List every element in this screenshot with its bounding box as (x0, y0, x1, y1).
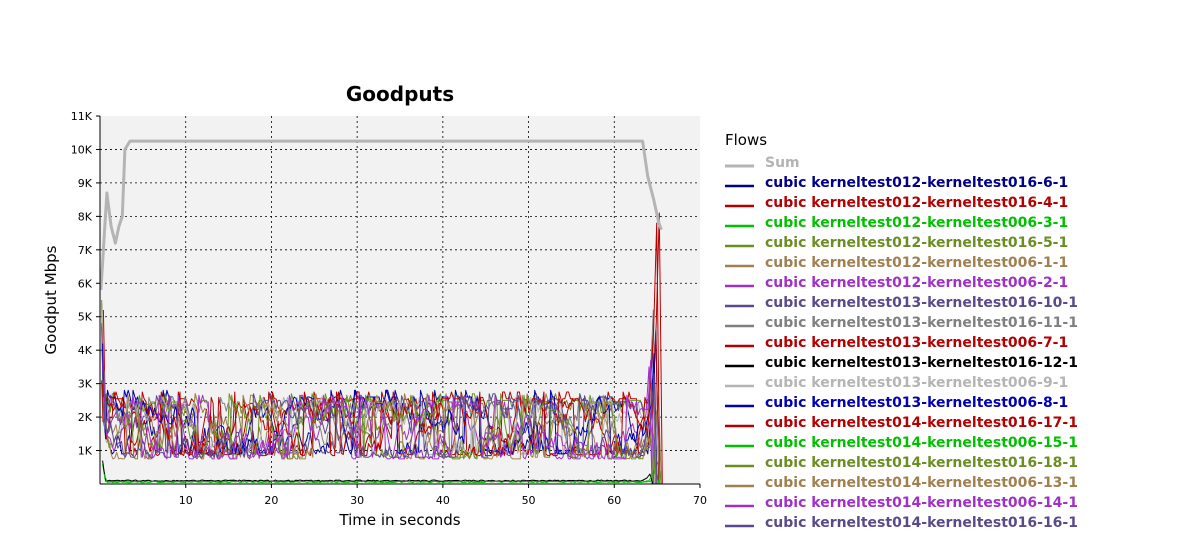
y-axis-label: Goodput Mbps (42, 245, 60, 354)
legend-label-12: cubic kerneltest013-kerneltest006-8-1 (765, 395, 1068, 411)
legend-label-1: cubic kerneltest012-kerneltest016-6-1 (765, 175, 1068, 191)
legend: Sum cubic kerneltest012-kerneltest016-6-1… (725, 155, 1078, 531)
y-tick-label-7: 8K (78, 210, 93, 223)
series-line-18 (102, 373, 658, 485)
y-tick-label-5: 6K (78, 277, 93, 290)
legend-label-6: cubic kerneltest012-kerneltest006-2-1 (765, 275, 1068, 291)
y-tick-label-3: 4K (78, 344, 93, 357)
legend-label-0: Sum (765, 155, 800, 171)
legend-label-2: cubic kerneltest012-kerneltest016-4-1 (765, 195, 1068, 211)
x-tick-label-6: 70 (693, 494, 707, 507)
x-tick-label-4: 50 (522, 494, 536, 507)
legend-label-5: cubic kerneltest012-kerneltest006-1-1 (765, 255, 1068, 271)
legend-label-9: cubic kerneltest013-kerneltest006-7-1 (765, 335, 1068, 351)
y-tick-label-8: 9K (78, 177, 93, 190)
legend-label-13: cubic kerneltest014-kerneltest016-17-1 (765, 415, 1078, 431)
legend-label-11: cubic kerneltest013-kerneltest006-9-1 (765, 375, 1068, 391)
y-tick-label-10: 11K (71, 110, 93, 123)
x-tick-label-0: 10 (179, 494, 193, 507)
x-tick-label-5: 60 (607, 494, 621, 507)
y-tick-label-4: 5K (78, 311, 93, 324)
grid-lines (100, 116, 700, 484)
chart-title: Goodputs (346, 82, 454, 106)
legend-label-7: cubic kerneltest013-kerneltest016-10-1 (765, 295, 1078, 311)
series-line-10 (102, 460, 654, 485)
legend-label-15: cubic kerneltest014-kerneltest016-18-1 (765, 455, 1078, 471)
series-layer (99, 139, 663, 485)
y-tick-label-0: 1K (78, 445, 93, 458)
y-tick-label-2: 3K (78, 378, 93, 391)
legend-label-10: cubic kerneltest013-kerneltest016-12-1 (765, 355, 1078, 371)
legend-label-17: cubic kerneltest014-kerneltest006-14-1 (765, 495, 1078, 511)
y-tick-label-9: 10K (71, 143, 93, 156)
legend-label-4: cubic kerneltest012-kerneltest016-5-1 (765, 235, 1068, 251)
series-line-13 (102, 222, 661, 485)
y-tick-label-6: 7K (78, 244, 93, 257)
legend-label-16: cubic kerneltest014-kerneltest006-13-1 (765, 475, 1078, 491)
x-tick-label-1: 20 (264, 494, 278, 507)
legend-label-14: cubic kerneltest014-kerneltest006-15-1 (765, 435, 1078, 451)
legend-label-18: cubic kerneltest014-kerneltest016-16-1 (765, 515, 1078, 531)
legend-title: Flows (725, 131, 767, 149)
x-axis-label: Time in seconds (338, 511, 460, 529)
series-line-0 (99, 139, 663, 291)
x-tick-label-3: 40 (436, 494, 450, 507)
legend-label-3: cubic kerneltest012-kerneltest006-3-1 (765, 215, 1068, 231)
series-line-16 (103, 390, 661, 485)
series-line-14 (103, 466, 660, 485)
x-tick-label-2: 30 (350, 494, 364, 507)
y-tick-label-1: 2K (78, 411, 93, 424)
tick-labels: 10 20 30 40 50 60 70 1K 2K 3K 4K 5K 6K 7K 8K 9K 10K 11K (71, 110, 707, 507)
axes (99, 116, 700, 485)
legend-label-8: cubic kerneltest013-kerneltest016-11-1 (765, 315, 1078, 331)
